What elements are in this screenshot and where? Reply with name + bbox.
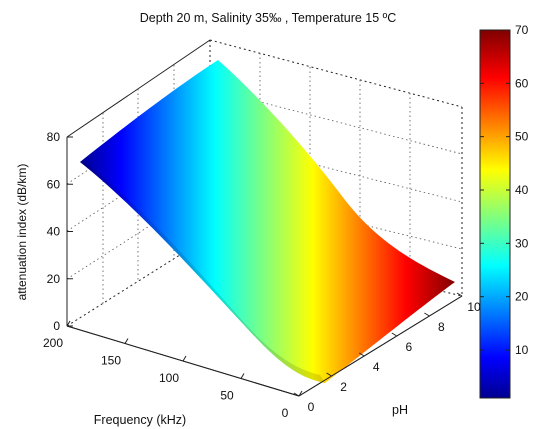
y-axis-label: pH [392, 403, 408, 417]
z-tick-label: 40 [47, 225, 61, 239]
y-tick-label: 10 [467, 300, 481, 314]
y-tick-mark [358, 352, 365, 357]
colorbar-tick-label: 30 [515, 236, 529, 250]
x-tick-label: 150 [101, 354, 121, 368]
colorbar-ticks: 10 20 30 40 50 60 70 [480, 23, 529, 357]
surface-patch [80, 60, 455, 383]
x-tick-mark [124, 338, 129, 344]
y-tick-mark [326, 372, 332, 377]
y-tick-label: 2 [340, 380, 347, 394]
y-axis-ticks: 0 2 4 6 8 10 [293, 292, 481, 414]
y-tick-label: 4 [373, 360, 380, 374]
y-tick-mark [293, 392, 300, 397]
chart-title: Depth 20 m, Salinity 35‰ , Temperature 1… [140, 11, 397, 25]
x-tick-label: 200 [43, 336, 63, 350]
z-axis-ticks: 0 20 40 60 80 [47, 130, 73, 333]
x-axis-ticks: 0 50 100 150 200 [43, 320, 303, 420]
colorbar-tick-label: 70 [515, 23, 529, 37]
colorbar-tick-label: 60 [515, 76, 529, 90]
x-tick-label: 100 [159, 371, 179, 385]
colorbar [479, 29, 511, 399]
z-tick-label: 80 [47, 130, 61, 144]
y-tick-mark [391, 332, 398, 337]
x-tick-label: 0 [282, 406, 289, 420]
y-axis-line [298, 295, 463, 397]
z-axis-label: attenuation index (dB/km) [15, 164, 29, 301]
y-tick-mark [424, 312, 430, 317]
colorbar-tick-label: 10 [515, 343, 529, 357]
z-tick-label: 0 [53, 319, 60, 333]
z-tick-label: 60 [47, 177, 61, 191]
colorbar-tick-label: 20 [515, 290, 529, 304]
y-tick-label: 6 [405, 340, 412, 354]
colorbar-tick-label: 50 [515, 130, 529, 144]
y-tick-mark [456, 292, 463, 297]
x-tick-label: 50 [220, 389, 234, 403]
x-tick-mark [66, 320, 71, 327]
y-tick-label: 8 [438, 320, 445, 334]
x-tick-mark [240, 373, 245, 379]
colorbar-tick-label: 40 [515, 183, 529, 197]
y-tick-label: 0 [308, 400, 315, 414]
z-tick-label: 20 [47, 272, 61, 286]
x-tick-mark [182, 355, 187, 362]
x-axis-label: Frequency (kHz) [94, 413, 186, 427]
surface-plot [80, 60, 455, 383]
